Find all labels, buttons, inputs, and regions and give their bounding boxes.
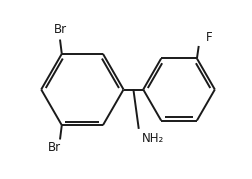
Text: Br: Br [53, 23, 66, 36]
Text: F: F [205, 31, 212, 44]
Text: NH₂: NH₂ [142, 132, 164, 146]
Text: Br: Br [48, 141, 61, 154]
